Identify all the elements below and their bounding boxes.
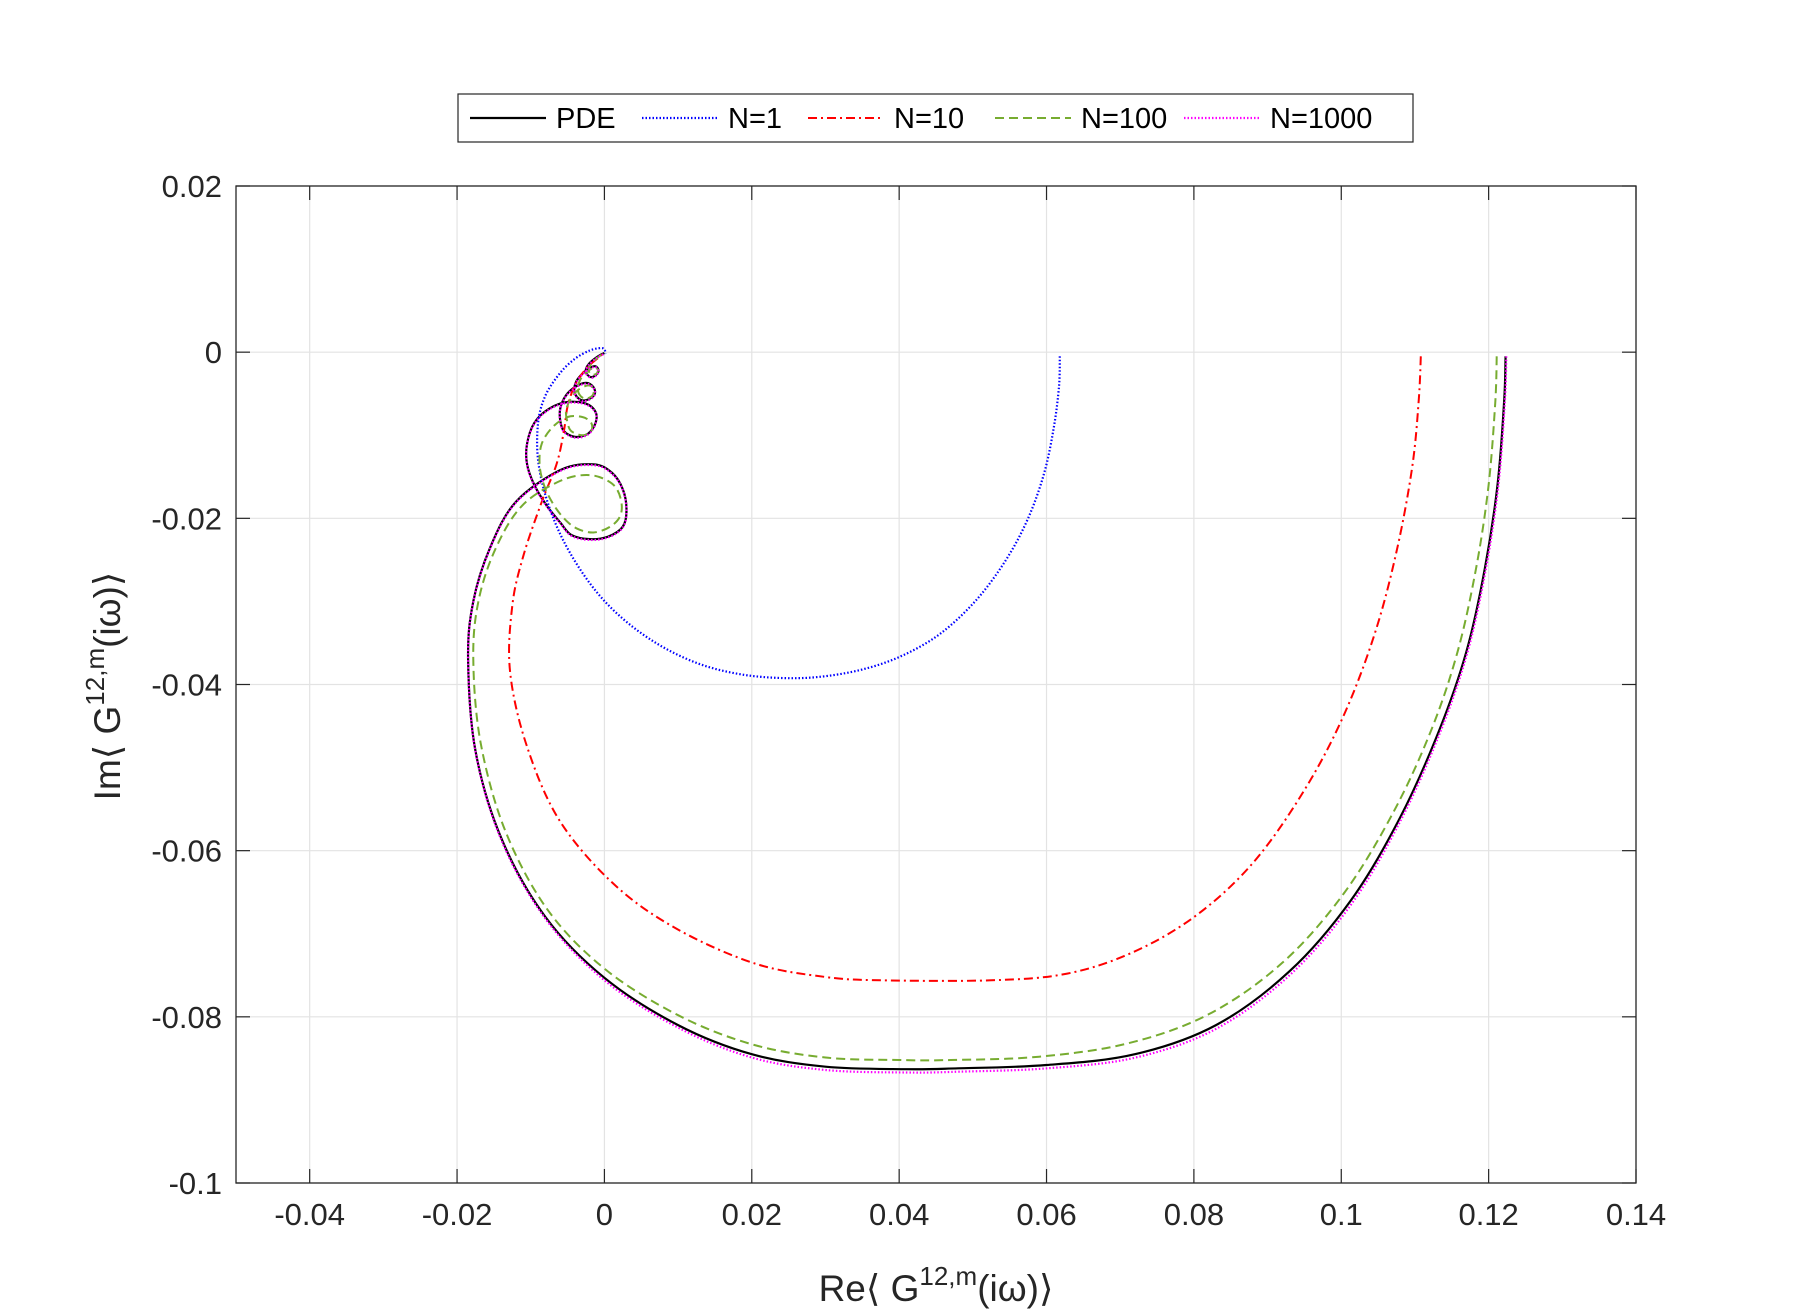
legend-label-2: N=10 [894, 103, 964, 135]
x-tick-label: -0.04 [274, 1197, 345, 1232]
x-tick-labels: -0.04 -0.02 0 0.02 0.04 0.06 0.08 0.1 0.12 0.14 [274, 1197, 1666, 1232]
x-tick-label: 0.14 [1606, 1197, 1666, 1232]
y-tick-labels: -0.1 -0.08 -0.06 -0.04 -0.02 0 0.02 [151, 169, 222, 1201]
legend-label-3: N=100 [1081, 103, 1167, 135]
legend-label-0: PDE [556, 103, 616, 135]
y-tick-label: 0.02 [162, 169, 222, 204]
ticks [236, 185, 1637, 1184]
series-layer [466, 346, 1508, 1074]
y-tick-label: -0.1 [169, 1166, 222, 1201]
x-tick-label: -0.02 [422, 1197, 493, 1232]
y-tick-label: -0.04 [151, 668, 222, 703]
x-tick-label: 0.08 [1164, 1197, 1224, 1232]
legend-label-4: N=1000 [1270, 103, 1372, 135]
series-line-2 [508, 353, 1422, 982]
x-tick-label: 0.02 [722, 1197, 782, 1232]
y-tick-label: 0 [205, 335, 222, 370]
series-line-0 [466, 351, 1507, 1071]
legend-label-1: N=1 [728, 103, 782, 135]
y-tick-label: -0.08 [151, 1000, 222, 1035]
x-tick-label: 0 [596, 1197, 613, 1232]
y-tick-label: -0.02 [151, 501, 222, 536]
y-tick-label: -0.06 [151, 834, 222, 869]
legend-box [457, 93, 1414, 143]
x-axis-label: Re⟨ G12,m(iω)⟩ [819, 1261, 1054, 1309]
y-axis-label: Im⟨ G12,m(iω)⟩ [80, 572, 128, 801]
series-line-3 [472, 352, 1498, 1062]
x-tick-label: 0.04 [869, 1197, 929, 1232]
legend: PDE N=1 N=10 N=100 N=1000 [457, 93, 1414, 143]
x-tick-label: 0.06 [1016, 1197, 1076, 1232]
x-tick-label: 0.12 [1458, 1197, 1518, 1232]
series-line-4 [466, 352, 1508, 1074]
series-line-1 [535, 346, 1061, 680]
x-tick-label: 0.1 [1320, 1197, 1363, 1232]
